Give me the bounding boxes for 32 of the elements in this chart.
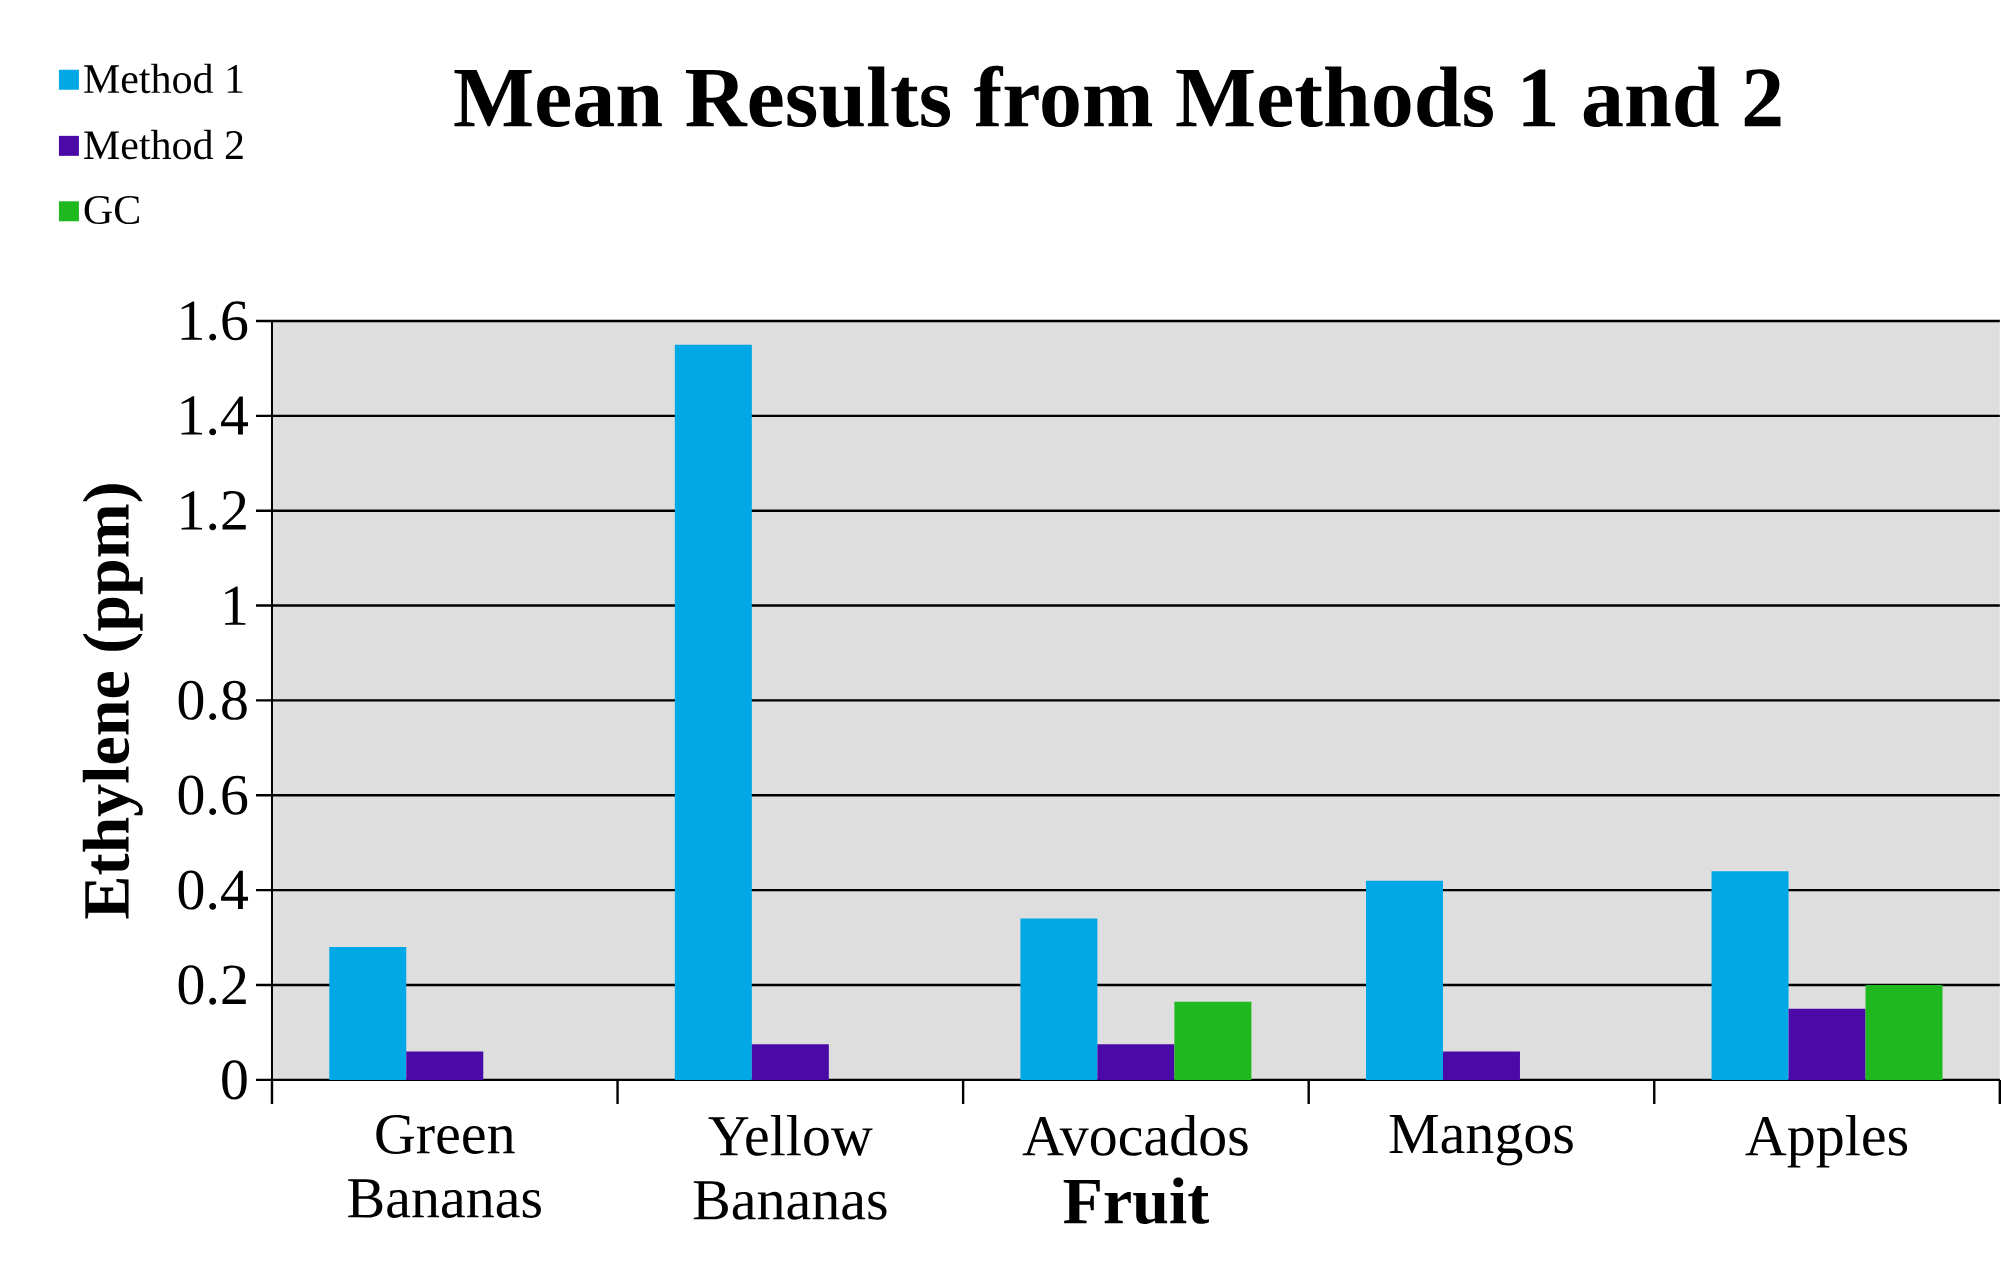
bar: [329, 947, 407, 1080]
bar: [1174, 1001, 1252, 1080]
bar: [1788, 1008, 1866, 1080]
legend-label: Method 2: [84, 129, 243, 160]
y-tick-label: 1.2: [181, 491, 246, 531]
bar: [406, 1051, 484, 1080]
x-tick-label: Mangos: [1389, 1115, 1573, 1166]
y-tick-label: 0.2: [178, 965, 246, 1005]
bar: [1865, 985, 1943, 1080]
bar: [1442, 1051, 1520, 1080]
legend-label: Method 1: [84, 63, 243, 94]
y-tick-label: 0.4: [178, 870, 249, 910]
y-tick-label: 1: [225, 586, 246, 625]
x-tick-label: Avocados: [1022, 1114, 1248, 1156]
bar: [1365, 880, 1443, 1080]
x-tick-label: Yellow Bananas: [693, 1114, 887, 1220]
y-tick-label: 1.4: [181, 396, 249, 436]
bar: [1097, 1044, 1175, 1080]
bar: [751, 1044, 829, 1080]
legend-label: GC: [84, 195, 139, 225]
bar: [674, 344, 752, 1080]
bar: [1020, 918, 1098, 1080]
x-tick-label: Green Bananas: [348, 1114, 541, 1218]
y-tick-label: 0.8: [178, 680, 247, 721]
y-tick-label: 0.6: [178, 775, 248, 816]
bar: [1711, 871, 1789, 1080]
chart-title: Mean Results from Methods 1 and 2: [454, 65, 1781, 128]
x-tick-label: Apples: [1745, 1114, 1908, 1168]
x-axis-title: Fruit: [1063, 1177, 1209, 1225]
y-axis-title: Ethylene (ppm): [82, 484, 143, 919]
y-tick-label: 0: [222, 1060, 247, 1100]
y-tick-label: 1.6: [181, 301, 248, 341]
